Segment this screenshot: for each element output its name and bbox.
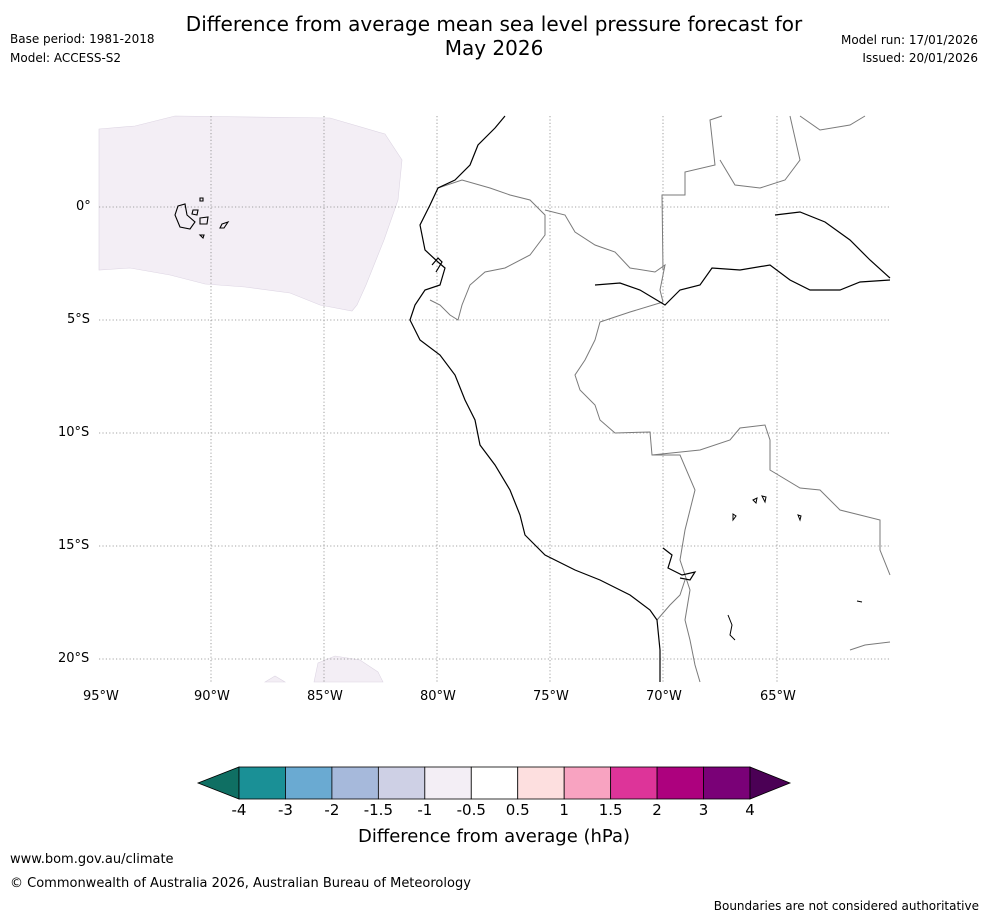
lat-label-15s: 15°S [58, 538, 90, 553]
colorbar-tick-label: -1 [417, 801, 433, 819]
colorbar-tick-label: -3 [277, 801, 293, 819]
issued-date: Issued: 20/01/2026 [862, 51, 978, 65]
colorbar-cell [563, 766, 612, 800]
colorbar-tick-label: -1.5 [363, 801, 393, 819]
colorbar-cell [470, 766, 519, 800]
lakes [727, 495, 863, 641]
lat-label-10s: 10°S [58, 425, 90, 440]
colorbar-cell [238, 766, 286, 800]
lon-label-75w: 75°W [533, 689, 569, 704]
lon-label-70w: 70°W [646, 689, 682, 704]
colorbar-cells [238, 766, 751, 800]
coast-amazon-north [774, 211, 891, 279]
border-peru-chile [656, 579, 686, 621]
title-line-1: Difference from average mean sea level p… [185, 12, 803, 36]
colorbar-cell [703, 766, 751, 800]
colorbar-under-arrow [196, 766, 240, 800]
colorbar-over-arrow [749, 766, 792, 800]
map-title: Difference from average mean sea level p… [0, 12, 988, 60]
border-bolivia-brazil [651, 424, 891, 576]
colorbar-tick-label: 1 [559, 801, 569, 819]
border-colombia-venezuela-brazil [544, 209, 666, 303]
anomaly-region-south-small [263, 675, 287, 683]
anomaly-region-galapagos [98, 115, 403, 312]
boundary-disclaimer: Boundaries are not considered authoritat… [713, 899, 979, 913]
colorbar-tick-label: 2 [652, 801, 662, 819]
lon-label-85w: 85°W [307, 689, 343, 704]
border-colombia-ecuador [429, 179, 546, 321]
model-name: Model: ACCESS-S2 [10, 51, 122, 65]
model-run: Model run: 17/01/2026 [840, 33, 978, 47]
colorbar-cell [610, 766, 658, 800]
colorbar-cell [424, 766, 472, 800]
lat-label-20s: 20°S [58, 651, 90, 666]
lon-label-65w: 65°W [760, 689, 796, 704]
lon-label-90w: 90°W [194, 689, 230, 704]
border-venezuela [661, 115, 866, 271]
base-period: Base period: 1981-2018 [10, 32, 155, 46]
lat-label-5s: 5°S [67, 312, 91, 327]
coastlines [409, 115, 891, 682]
colorbar-tick-label: 0.5 [505, 801, 530, 819]
lat-label-0: 0° [76, 199, 91, 214]
anomaly-region-south [313, 655, 384, 683]
colorbar-cell [656, 766, 704, 800]
colorbar-tick-label: -4 [231, 801, 247, 819]
colorbar-tick-label: -2 [324, 801, 340, 819]
coast-amazon-river [594, 264, 891, 306]
galapagos-islands [174, 197, 230, 240]
bom-url[interactable]: www.bom.gov.au/climate [10, 852, 174, 867]
colorbar-tick-label: 4 [745, 801, 755, 819]
colorbar-cell [331, 766, 379, 800]
copyright-notice: © Commonwealth of Australia 2026, Austra… [10, 876, 471, 891]
lon-label-80w: 80°W [420, 689, 456, 704]
coast-pacific-south-america [409, 115, 661, 682]
colorbar-cell [285, 766, 333, 800]
colorbar-tick-label: 3 [698, 801, 709, 819]
border-peru-brazil [574, 301, 701, 683]
country-borders [429, 115, 891, 683]
border-south-east [849, 641, 891, 651]
colorbar-tick-label: -0.5 [456, 801, 486, 819]
colorbar-cell [517, 766, 565, 800]
graticule [99, 116, 890, 682]
colorbar-cell [377, 766, 426, 800]
coast-lake-titicaca [662, 547, 697, 581]
colorbar-tick-label: 1.5 [598, 801, 623, 819]
colorbar-label: Difference from average (hPa) [357, 826, 631, 847]
title-line-2: May 2026 [444, 36, 544, 60]
coast-gulf-guayaquil [431, 257, 443, 273]
lon-label-95w: 95°W [83, 689, 119, 704]
